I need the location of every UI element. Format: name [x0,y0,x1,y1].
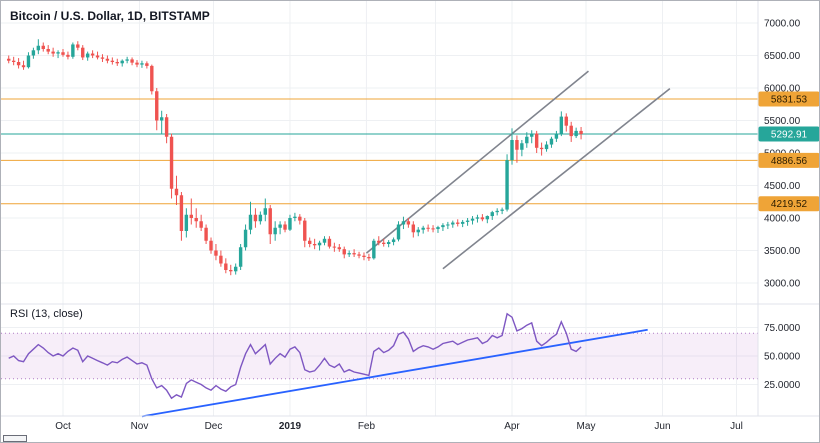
last-price-badge-label: 5292.91 [771,129,808,140]
symbol-legend[interactable]: Bitcoin / U.S. Dollar, 1D, BITSTAMP [10,9,210,23]
time-axis-label: Feb [358,421,376,432]
time-axis-label: 2019 [279,421,302,432]
level-badge [758,91,819,107]
level-badge-label: 5831.53 [771,94,808,105]
gridlines [1,1,758,416]
rsi-plot [8,312,648,418]
price-axis-label: 6500.00 [764,51,801,62]
level-badge-label: 4886.56 [771,156,808,167]
time-axis-label: May [577,421,596,432]
rsi-trendline[interactable] [141,328,648,418]
rsi-axis-label: 75.0000 [764,323,801,334]
time-axis-label: Apr [504,421,520,432]
price-axis-label: 3500.00 [764,246,801,257]
toolbar-fragment [3,435,27,442]
time-axis-label: Dec [205,421,223,432]
trend-channel-lines[interactable] [365,70,671,270]
price-axis-label: 4000.00 [764,214,801,225]
price-axis-label: 3000.00 [764,279,801,290]
level-badge [758,152,819,168]
rsi-axis-label: 25.0000 [764,380,801,391]
rsi-band [1,332,758,380]
price-axis-label: 6000.00 [764,84,801,95]
pane-borders [1,1,819,417]
last-price-badge [758,126,819,142]
rsi-axis-label: 50.0000 [764,352,801,363]
price-axis-label: 7000.00 [764,19,801,30]
time-axis-label: Jul [730,421,743,432]
price-badges: 5831.53 4886.56 4219.52 5292.91 [758,91,819,212]
time-axis-label: Jun [654,421,670,432]
level-badge [758,196,819,212]
rsi-legend[interactable]: RSI (13, close) [10,308,83,320]
price-axis-label: 4500.00 [764,181,801,192]
time-axis[interactable]: Oct Nov Dec 2019 Feb Apr May Jun Jul [55,421,743,432]
candlestick-series [7,39,583,276]
price-level-lines[interactable] [1,98,758,205]
level-badge-label: 4219.52 [771,199,808,210]
price-axis-label: 5500.00 [764,116,801,127]
time-axis-label: Nov [131,421,149,432]
time-axis-label: Oct [55,421,71,432]
rsi-line [8,312,582,400]
